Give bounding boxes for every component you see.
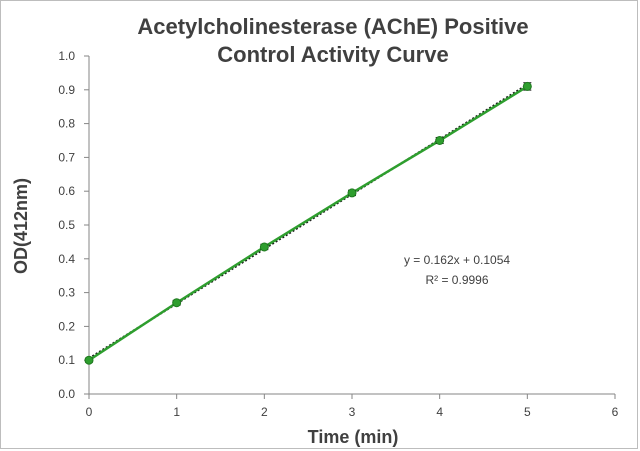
data-point — [522, 81, 532, 91]
x-tick-label: 3 — [349, 405, 356, 419]
data-point — [84, 355, 94, 365]
y-tick-label: 0.2 — [58, 319, 75, 333]
x-tick-label: 0 — [86, 405, 93, 419]
x-tick-label: 4 — [436, 405, 443, 419]
data-point — [347, 188, 357, 198]
series-line — [88, 85, 528, 362]
chart-title-line-1: Acetylcholinesterase (AChE) Positive — [137, 14, 528, 39]
tick-labels: 0 1 2 3 4 5 6 0.0 0.1 0.2 0.3 0.4 0.5 0.6 0.7 0.8 0.9 1.0 — [58, 49, 618, 419]
y-axis-title: OD(412nm) — [11, 178, 31, 274]
x-axis-title: Time (min) — [308, 427, 399, 447]
x-tick-label: 6 — [612, 405, 619, 419]
chart-title-line-2: Control Activity Curve — [217, 42, 448, 67]
y-tick-label: 1.0 — [58, 49, 75, 63]
x-tick-label: 5 — [524, 405, 531, 419]
data-point — [259, 242, 269, 252]
y-tick-label: 0.1 — [58, 353, 75, 367]
x-tick-label: 1 — [173, 405, 180, 419]
y-tick-label: 0.9 — [58, 83, 75, 97]
y-tick-label: 0.7 — [58, 150, 75, 164]
trendline-r-squared: R² = 0.9996 — [425, 273, 488, 287]
series-group — [84, 81, 532, 365]
y-tick-label: 0.0 — [58, 387, 75, 401]
trendline-equation: y = 0.162x + 0.1054 — [404, 253, 510, 267]
y-tick-label: 0.8 — [58, 117, 75, 131]
y-tick-label: 0.6 — [58, 184, 75, 198]
y-tick-label: 0.4 — [58, 252, 75, 266]
y-tick-label: 0.5 — [58, 218, 75, 232]
axes — [84, 55, 616, 399]
y-tick-label: 0.3 — [58, 286, 75, 300]
x-tick-label: 2 — [261, 405, 268, 419]
data-point — [435, 136, 445, 145]
data-point — [172, 298, 182, 308]
